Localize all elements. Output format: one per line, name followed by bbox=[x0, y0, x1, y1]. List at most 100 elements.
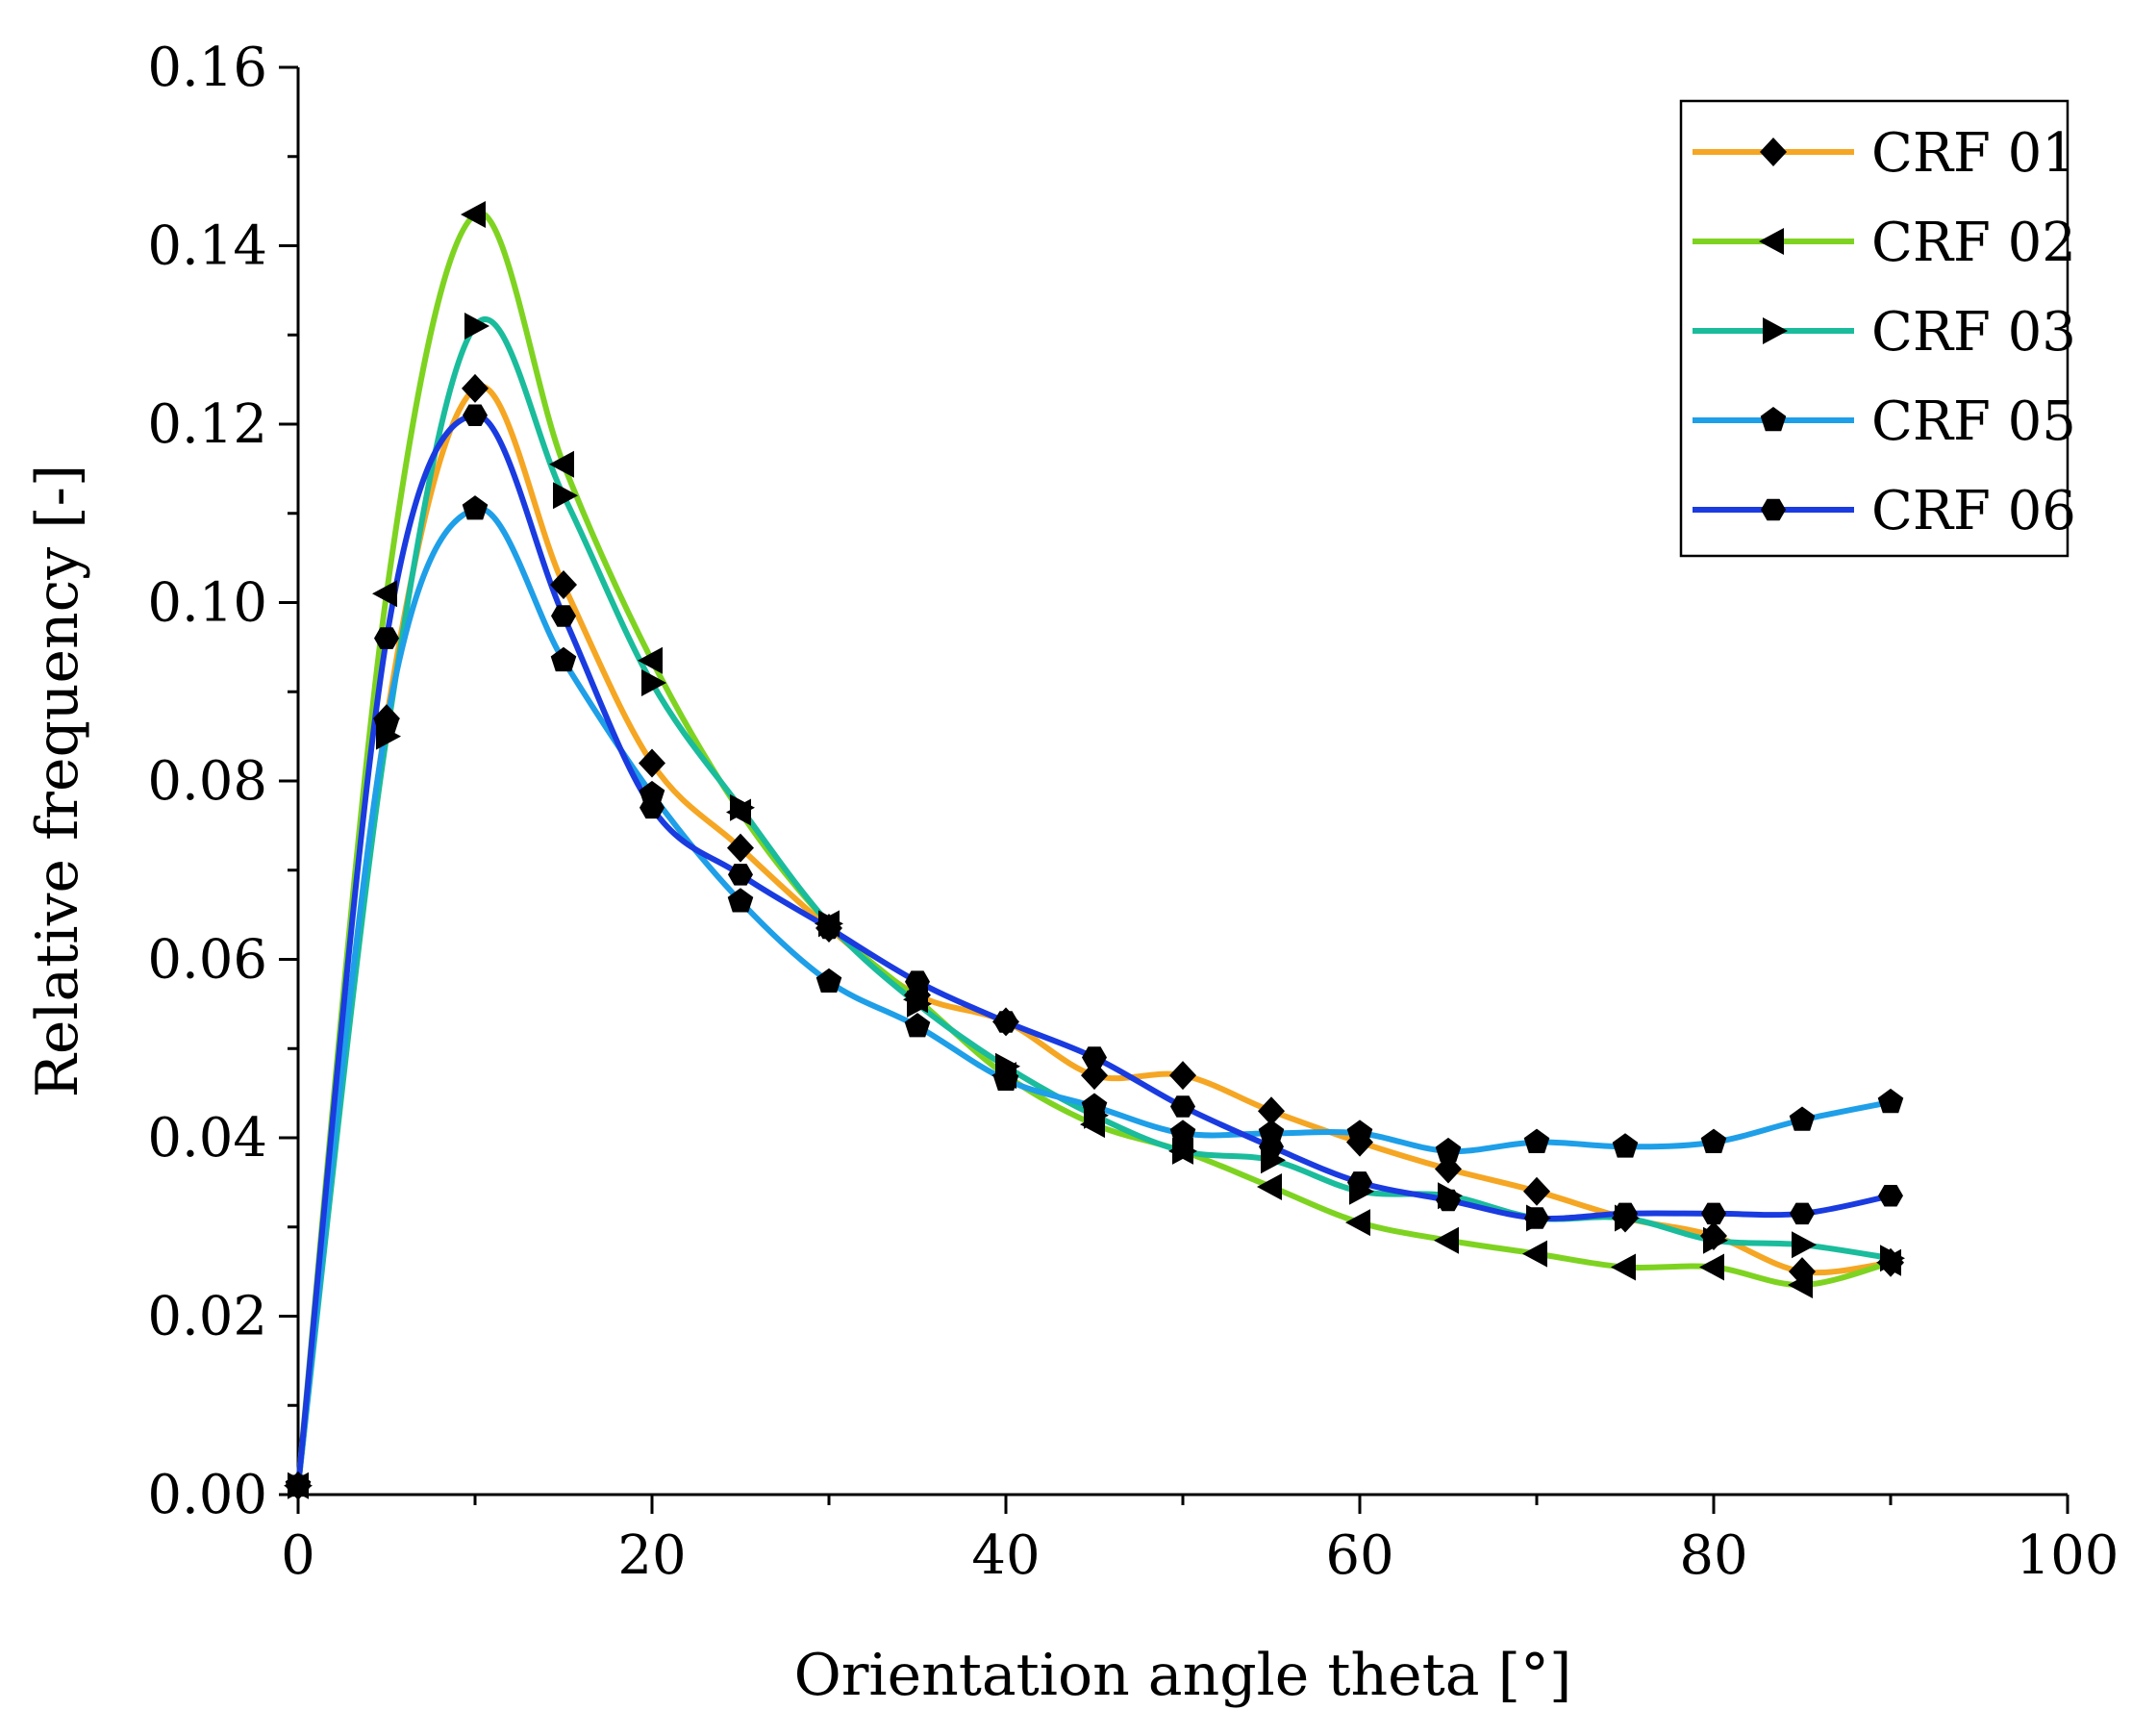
data-point-crf-06 bbox=[1170, 1095, 1195, 1118]
data-point-crf-05 bbox=[1523, 1128, 1550, 1153]
data-point-crf-02 bbox=[1257, 1173, 1282, 1200]
data-point-crf-05 bbox=[1789, 1106, 1816, 1131]
data-point-crf-05 bbox=[1346, 1120, 1373, 1145]
x-tick-label: 40 bbox=[971, 1524, 1040, 1587]
data-point-crf-06 bbox=[1790, 1202, 1815, 1225]
y-tick-label: 0.02 bbox=[147, 1286, 267, 1348]
data-point-crf-03 bbox=[907, 990, 932, 1018]
data-point-crf-03 bbox=[1880, 1245, 1905, 1272]
series-line-crf-02 bbox=[295, 210, 1894, 1489]
data-point-crf-01 bbox=[462, 373, 489, 403]
data-point-crf-05 bbox=[815, 968, 842, 993]
data-point-crf-05 bbox=[373, 709, 400, 734]
data-point-crf-06 bbox=[1436, 1189, 1461, 1212]
data-point-crf-02 bbox=[549, 450, 574, 478]
y-tick-label: 0.06 bbox=[147, 929, 267, 992]
x-tick-label: 20 bbox=[617, 1524, 686, 1587]
data-point-crf-06 bbox=[551, 605, 576, 627]
data-point-crf-06 bbox=[816, 917, 841, 940]
data-point-crf-06 bbox=[374, 627, 399, 649]
data-point-crf-05 bbox=[550, 646, 577, 672]
x-tick-label: 100 bbox=[2017, 1524, 2119, 1587]
data-point-crf-03 bbox=[553, 482, 578, 510]
data-point-crf-01 bbox=[550, 570, 577, 599]
data-point-crf-02 bbox=[1434, 1226, 1459, 1254]
data-point-crf-06 bbox=[1524, 1207, 1549, 1229]
data-point-crf-01 bbox=[1258, 1096, 1285, 1126]
legend-marker-crf-05 bbox=[1760, 407, 1787, 432]
y-axis-title: Relative frequency [-] bbox=[24, 465, 91, 1098]
data-point-crf-05 bbox=[992, 1066, 1019, 1091]
data-point-crf-06 bbox=[1878, 1185, 1903, 1207]
data-point-crf-03 bbox=[1703, 1226, 1728, 1254]
y-tick-label: 0.12 bbox=[147, 393, 267, 456]
data-point-crf-05 bbox=[1877, 1088, 1904, 1114]
x-tick-label: 0 bbox=[281, 1524, 315, 1587]
legend-marker-crf-02 bbox=[1759, 228, 1784, 255]
data-point-crf-02 bbox=[1522, 1240, 1547, 1268]
data-point-crf-06 bbox=[640, 796, 665, 819]
data-point-crf-01 bbox=[1169, 1061, 1196, 1091]
data-point-crf-05 bbox=[1435, 1137, 1462, 1163]
data-point-crf-03 bbox=[1792, 1231, 1817, 1259]
series-line-crf-06 bbox=[295, 412, 1894, 1489]
data-point-crf-05 bbox=[1081, 1093, 1108, 1118]
legend-label-crf-03: CRF 03 bbox=[1871, 301, 2076, 364]
legend-marker-crf-06 bbox=[1761, 498, 1786, 521]
legend-label-crf-05: CRF 05 bbox=[1871, 390, 2076, 453]
data-point-crf-02 bbox=[1345, 1209, 1370, 1237]
data-point-crf-02 bbox=[1611, 1253, 1636, 1281]
data-point-crf-01 bbox=[727, 833, 754, 863]
data-point-crf-06 bbox=[905, 970, 930, 993]
data-point-crf-05 bbox=[1612, 1133, 1639, 1158]
data-point-crf-02 bbox=[1699, 1253, 1724, 1281]
ticks: 0 20 40 60 80 100 0.00 0.02 0.04 0.06 0.08 0.10 0.12… bbox=[147, 37, 2119, 1587]
y-tick-label: 0.14 bbox=[147, 215, 267, 278]
data-point-crf-03 bbox=[464, 313, 489, 340]
y-tick-label: 0.10 bbox=[147, 572, 267, 635]
data-point-crf-06 bbox=[1613, 1202, 1638, 1225]
data-point-crf-06 bbox=[993, 1011, 1018, 1033]
data-point-crf-06 bbox=[1082, 1046, 1107, 1069]
data-point-crf-03 bbox=[1172, 1137, 1197, 1165]
x-tick-label: 60 bbox=[1325, 1524, 1393, 1587]
data-point-crf-05 bbox=[1169, 1120, 1196, 1145]
y-tick-label: 0.16 bbox=[147, 37, 267, 99]
legend: CRF 01 CRF 02 CRF 03 CRF 05 CRF 06 bbox=[1679, 99, 2076, 558]
x-axis-title: Orientation angle theta [°] bbox=[794, 1642, 1572, 1709]
data-point-crf-01 bbox=[639, 748, 665, 778]
x-tick-label: 80 bbox=[1679, 1524, 1747, 1587]
data-point-crf-02 bbox=[1788, 1271, 1813, 1298]
data-point-crf-06 bbox=[286, 1474, 311, 1497]
data-point-crf-05 bbox=[1700, 1128, 1727, 1153]
y-tick-label: 0.04 bbox=[147, 1107, 267, 1170]
series-line-crf-03 bbox=[295, 316, 1894, 1489]
data-point-crf-05 bbox=[904, 1013, 931, 1038]
data-point-crf-02 bbox=[638, 646, 663, 674]
data-point-crf-03 bbox=[641, 669, 666, 696]
data-point-crf-06 bbox=[1347, 1171, 1372, 1194]
series bbox=[295, 210, 1894, 1489]
data-point-crf-06 bbox=[1259, 1136, 1284, 1158]
legend-marker-crf-01 bbox=[1760, 138, 1787, 166]
data-point-crf-05 bbox=[462, 495, 489, 520]
series-line-crf-01 bbox=[295, 383, 1894, 1489]
data-point-crf-06 bbox=[728, 864, 753, 886]
data-point-crf-01 bbox=[1523, 1176, 1550, 1206]
data-point-crf-06 bbox=[463, 404, 488, 426]
legend-label-crf-01: CRF 01 bbox=[1871, 122, 2076, 185]
data-point-crf-03 bbox=[730, 793, 755, 821]
legend-marker-crf-03 bbox=[1763, 317, 1788, 344]
data-point-crf-02 bbox=[461, 201, 486, 228]
legend-label-crf-06: CRF 06 bbox=[1871, 480, 2076, 542]
data-point-crf-06 bbox=[1701, 1202, 1726, 1225]
y-tick-label: 0.08 bbox=[147, 750, 267, 813]
data-point-crf-01 bbox=[1081, 1061, 1108, 1091]
markers bbox=[284, 201, 1905, 1500]
data-point-crf-02 bbox=[372, 580, 397, 608]
series-line-crf-05 bbox=[295, 505, 1894, 1489]
legend-label-crf-02: CRF 02 bbox=[1871, 212, 2076, 274]
data-point-crf-05 bbox=[727, 888, 754, 913]
